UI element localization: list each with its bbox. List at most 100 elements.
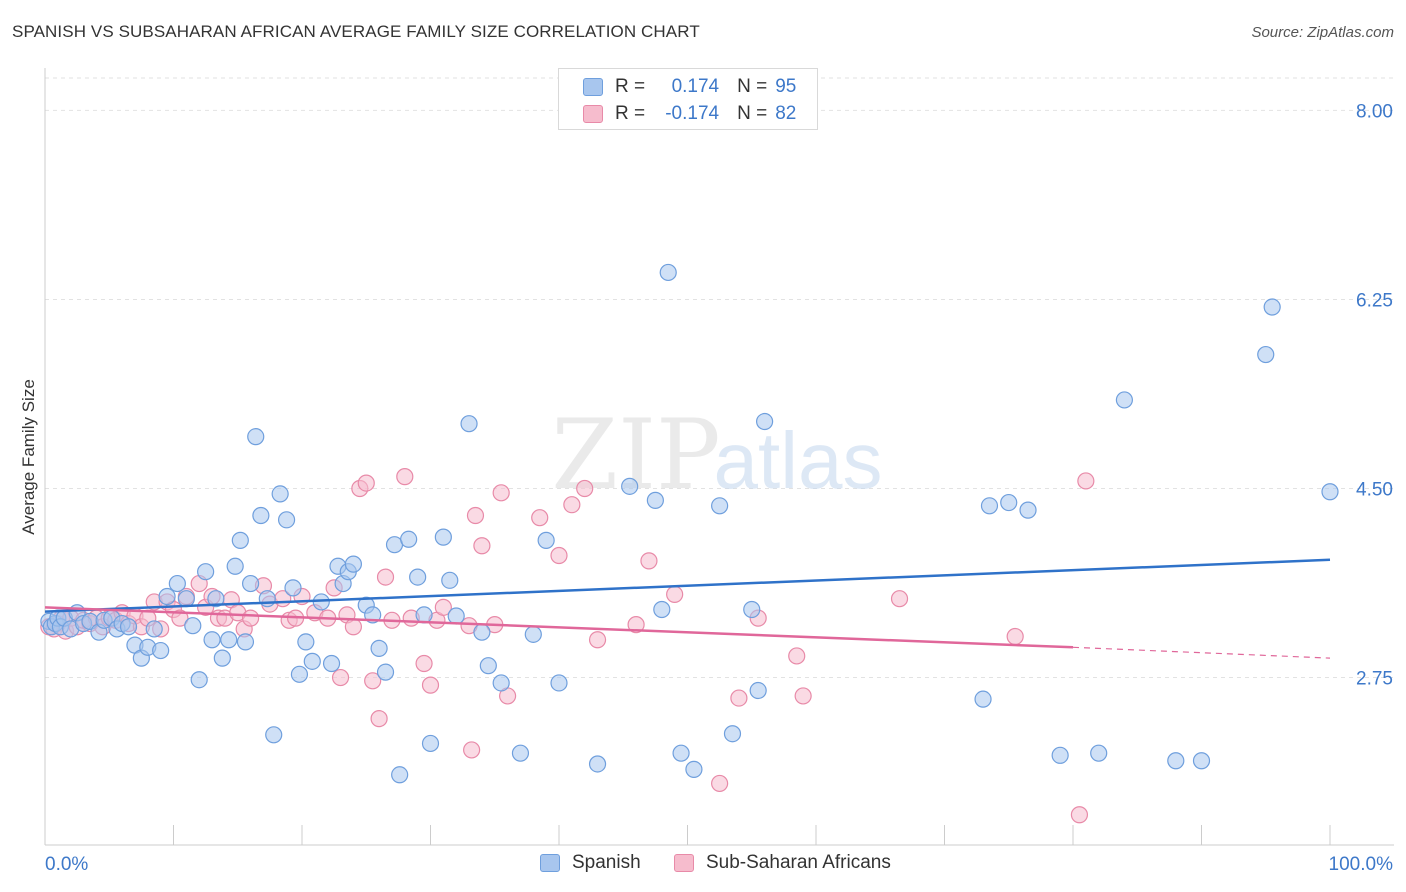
series-legend-subsaharan: Sub-Saharan Africans bbox=[674, 852, 891, 874]
spanish-point bbox=[231, 531, 249, 549]
spanish-point bbox=[1019, 501, 1037, 519]
spanish-trend-line bbox=[44, 558, 1331, 613]
spanish-point bbox=[271, 485, 289, 503]
spanish-point bbox=[1000, 493, 1018, 512]
spanish-point bbox=[236, 633, 255, 651]
subsaharan-point bbox=[376, 568, 395, 586]
subsaharan-point bbox=[588, 631, 607, 649]
spanish-point bbox=[409, 568, 427, 586]
spanish-point bbox=[479, 657, 497, 675]
subsaharan-point bbox=[794, 687, 812, 705]
spanish-point bbox=[659, 263, 677, 282]
subsaharan-point bbox=[640, 552, 658, 570]
subsaharan-point bbox=[473, 537, 491, 555]
spanish-point bbox=[284, 579, 302, 597]
legend-r-label: R = bbox=[615, 76, 646, 97]
spanish-point bbox=[303, 652, 321, 670]
subsaharan-point bbox=[1006, 627, 1024, 646]
spanish-point bbox=[672, 744, 690, 762]
correlation-legend: R = 0.174 N = 95 R = -0.174 N = 82 bbox=[558, 68, 818, 130]
watermark-atlas: atlas bbox=[714, 416, 883, 505]
series-label-subsaharan: Sub-Saharan Africans bbox=[706, 852, 891, 873]
subsaharan-point bbox=[890, 590, 909, 608]
series-label-spanish: Spanish bbox=[572, 852, 641, 873]
series-swatch-pink bbox=[674, 854, 694, 872]
subsaharan-point bbox=[434, 598, 452, 616]
watermark-zip: ZIP bbox=[551, 399, 720, 511]
subsaharan-point bbox=[531, 509, 549, 527]
y-tick-label: 4.50 bbox=[1356, 480, 1393, 501]
spanish-point bbox=[1257, 345, 1275, 364]
spanish-point bbox=[415, 606, 433, 624]
spanish-point bbox=[370, 639, 388, 657]
spanish-point bbox=[588, 755, 607, 773]
spanish-point bbox=[621, 477, 639, 495]
subsaharan-point bbox=[627, 616, 645, 634]
subsaharan-point bbox=[331, 668, 350, 687]
y-tick-label: 6.25 bbox=[1356, 290, 1393, 311]
subsaharan-point bbox=[242, 609, 260, 627]
subsaharan-point bbox=[370, 710, 388, 728]
spanish-point bbox=[447, 607, 465, 625]
source-attribution: Source: ZipAtlas.com bbox=[1251, 24, 1394, 41]
legend-n-label: N = bbox=[737, 103, 768, 124]
spanish-point bbox=[550, 674, 568, 692]
spanish-point bbox=[203, 631, 221, 649]
spanish-point bbox=[1263, 298, 1281, 316]
series-legend: Spanish Sub-Saharan Africans bbox=[0, 852, 1406, 878]
spanish-point bbox=[344, 555, 362, 573]
subsaharan-point bbox=[666, 585, 684, 603]
data-points bbox=[40, 263, 1339, 824]
spanish-point bbox=[743, 600, 761, 619]
spanish-point bbox=[473, 623, 491, 641]
page-title: SPANISH VS SUBSAHARAN AFRICAN AVERAGE FA… bbox=[12, 22, 700, 41]
spanish-point bbox=[391, 766, 409, 784]
spanish-point bbox=[177, 590, 195, 608]
spanish-point bbox=[1192, 752, 1211, 770]
spanish-point bbox=[197, 563, 215, 581]
legend-n-label: N = bbox=[737, 76, 768, 97]
series-legend-spanish: Spanish bbox=[540, 852, 641, 874]
subsaharan-point bbox=[344, 618, 362, 636]
spanish-point bbox=[524, 625, 542, 643]
subsaharan-point bbox=[421, 676, 440, 694]
spanish-point bbox=[1115, 391, 1134, 409]
subsaharan-point bbox=[563, 496, 581, 514]
axes bbox=[44, 68, 1394, 846]
spanish-point bbox=[1051, 746, 1069, 764]
spanish-point bbox=[974, 690, 992, 708]
y-axis-label: Average Family Size bbox=[19, 379, 38, 535]
legend-swatch-pink bbox=[583, 105, 603, 123]
subsaharan-point bbox=[364, 672, 382, 690]
spanish-point bbox=[723, 725, 742, 743]
spanish-point bbox=[441, 571, 459, 589]
spanish-point bbox=[297, 633, 315, 651]
spanish-point bbox=[290, 665, 309, 683]
y-tick-label: 8.00 bbox=[1356, 101, 1393, 122]
series-swatch-blue bbox=[540, 854, 560, 872]
spanish-point bbox=[653, 600, 671, 619]
legend-r-label: R = bbox=[615, 103, 646, 124]
spanish-point bbox=[492, 674, 510, 692]
legend-n-value: 82 bbox=[775, 103, 797, 124]
subsaharan-point bbox=[396, 468, 414, 486]
spanish-point bbox=[537, 531, 555, 549]
spanish-point bbox=[1321, 483, 1339, 501]
spanish-point bbox=[421, 734, 440, 753]
subsaharan-point bbox=[730, 689, 748, 707]
spanish-point bbox=[400, 530, 418, 548]
trend-lines bbox=[44, 558, 1331, 659]
spanish-point bbox=[1090, 744, 1108, 762]
spanish-point bbox=[220, 631, 238, 649]
spanish-point bbox=[685, 760, 703, 778]
tick-labels: 2.75 4.50 6.25 8.00 0.0% 100.0% bbox=[45, 101, 1393, 875]
x-tick-label-max: 100.0% bbox=[1329, 854, 1394, 875]
legend-r-value: -0.174 bbox=[665, 103, 720, 124]
subsaharan-point bbox=[171, 609, 189, 627]
subsaharan-point bbox=[788, 647, 806, 665]
spanish-point bbox=[242, 574, 260, 593]
subsaharan-trend-line bbox=[44, 606, 1074, 649]
spanish-point bbox=[152, 641, 170, 660]
spanish-point bbox=[711, 497, 729, 515]
